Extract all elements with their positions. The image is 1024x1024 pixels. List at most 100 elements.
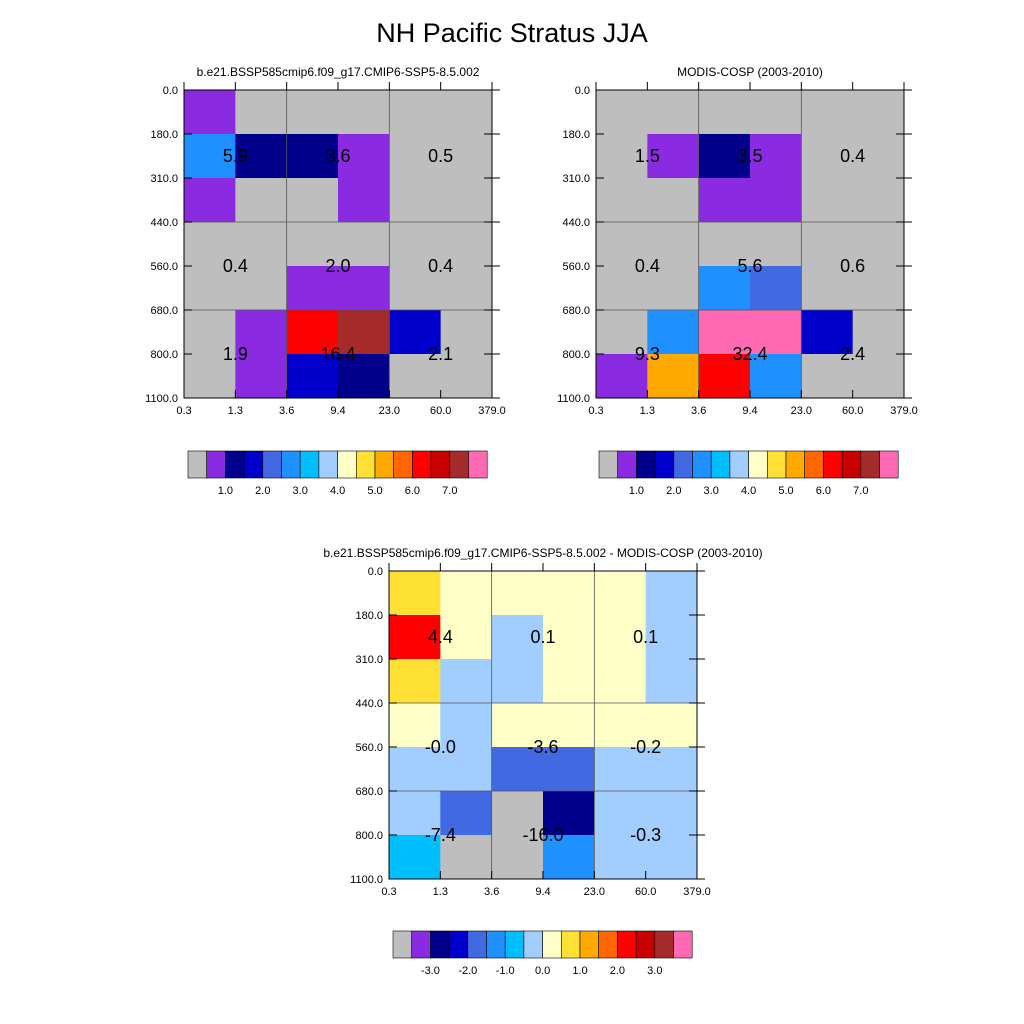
heatmap-cell [852, 266, 905, 311]
heatmap-cell [750, 178, 802, 223]
colorbar-swatch [860, 450, 880, 479]
y-tick-label: 1100.0 [145, 393, 178, 405]
heatmap-cell [594, 659, 647, 704]
x-tick-label: 60.0 [635, 886, 656, 898]
x-tick-label: 1.3 [640, 405, 655, 417]
heatmap-cell [645, 659, 698, 704]
heatmap-cell [801, 310, 854, 355]
heatmap-cell [440, 266, 493, 311]
heatmap-cell [594, 835, 647, 880]
heatmap-cell [750, 134, 802, 179]
colorbar-swatch [579, 930, 600, 959]
x-tick-label: 60.0 [842, 405, 863, 417]
y-tick-label: 0.0 [163, 85, 178, 97]
block-value-label: 1.9 [223, 344, 248, 364]
heatmap-cell [596, 310, 648, 355]
heatmap-cell [543, 791, 595, 836]
heatmap-cell [286, 266, 339, 311]
colorbar-swatch [411, 930, 431, 959]
colorbar-swatch [243, 450, 264, 479]
colorbar-label: 1.0 [629, 485, 644, 497]
colorbar-swatch [598, 930, 618, 959]
heatmap-cell [750, 354, 802, 399]
colorbar-swatch [467, 930, 487, 959]
heatmap-cell [801, 178, 854, 223]
y-tick-label: 800.0 [562, 349, 590, 361]
heatmap-cell [596, 354, 648, 399]
heatmap-cell [594, 747, 647, 792]
colorbar-swatch [617, 930, 637, 959]
heatmap-cell [389, 178, 442, 223]
heatmap-cell [543, 615, 595, 660]
colorbar-label: -2.0 [458, 965, 477, 977]
block-value-label: 3.6 [325, 146, 350, 166]
x-tick-label: 9.4 [535, 886, 550, 898]
block-value-label: -16.0 [522, 825, 563, 845]
x-tick-label: 379.0 [478, 405, 506, 417]
block-value-label: 0.4 [428, 256, 453, 276]
heatmap-cell [645, 835, 698, 880]
heatmap-cell [491, 659, 544, 704]
heatmap-cell [184, 178, 236, 223]
block-value-label: 5.9 [223, 146, 248, 166]
heatmap-cell [338, 90, 390, 135]
panel-title: b.e21.BSSP585cmip6.f09_g17.CMIP6-SSP5-8.… [197, 65, 480, 79]
colorbar-swatch [299, 450, 320, 479]
heatmap-cell [338, 134, 390, 179]
heatmap-cell [235, 134, 288, 179]
block-value-label: 0.1 [530, 627, 555, 647]
heatmap-cell [647, 134, 700, 179]
colorbar-swatch [225, 450, 245, 479]
block-value-label: 0.1 [633, 627, 658, 647]
heatmap-cell [286, 134, 339, 179]
x-tick-label: 1.3 [228, 405, 243, 417]
block-value-label: 5.6 [737, 256, 762, 276]
y-tick-label: 1100.0 [557, 393, 590, 405]
colorbar-swatch [673, 930, 693, 959]
heatmap-cell [235, 266, 288, 311]
heatmap-cell [647, 178, 700, 223]
x-tick-label: 9.4 [742, 405, 757, 417]
block-value-label: -0.3 [630, 825, 661, 845]
block-value-label: 2.0 [325, 256, 350, 276]
heatmap-cell [647, 266, 700, 311]
heatmap-cell [698, 266, 751, 311]
heatmap-cell [440, 134, 493, 179]
heatmap-cell [389, 134, 442, 179]
block-value-label: -0.2 [630, 737, 661, 757]
y-tick-label: 310.0 [355, 654, 383, 666]
heatmap-cell [235, 90, 288, 135]
y-tick-label: 560.0 [355, 742, 383, 754]
colorbar-label: 7.0 [853, 485, 868, 497]
heatmap-cell [698, 354, 751, 399]
heatmap-cell [801, 90, 854, 135]
heatmap-cell [389, 791, 441, 836]
heatmap-cell [389, 222, 442, 267]
heatmap-cell [286, 354, 339, 399]
heatmap-cell [235, 310, 288, 355]
heatmap-cell [491, 791, 544, 836]
y-tick-label: 680.0 [150, 305, 178, 317]
colorbar-swatch [823, 450, 843, 479]
y-tick-label: 560.0 [150, 261, 178, 273]
y-tick-label: 1100.0 [350, 874, 383, 886]
colorbar-swatch [206, 450, 226, 479]
block-value-label: 0.6 [840, 256, 865, 276]
colorbar-swatch [468, 450, 488, 479]
y-tick-label: 310.0 [562, 173, 590, 185]
colorbar-swatch [412, 450, 432, 479]
block-value-label: 0.4 [223, 256, 248, 276]
heatmap-cell [645, 615, 698, 660]
heatmap-cell [440, 90, 493, 135]
heatmap-cell [440, 354, 493, 399]
y-tick-label: 440.0 [355, 698, 383, 710]
heatmap-cell [698, 134, 751, 179]
heatmap-cell [235, 178, 288, 223]
y-tick-label: 800.0 [150, 349, 178, 361]
block-value-label: 2.4 [840, 344, 865, 364]
heatmap-cell [596, 266, 648, 311]
colorbar-swatch [617, 450, 637, 479]
colorbar-swatch [486, 930, 506, 959]
heatmap-cell [647, 310, 700, 355]
